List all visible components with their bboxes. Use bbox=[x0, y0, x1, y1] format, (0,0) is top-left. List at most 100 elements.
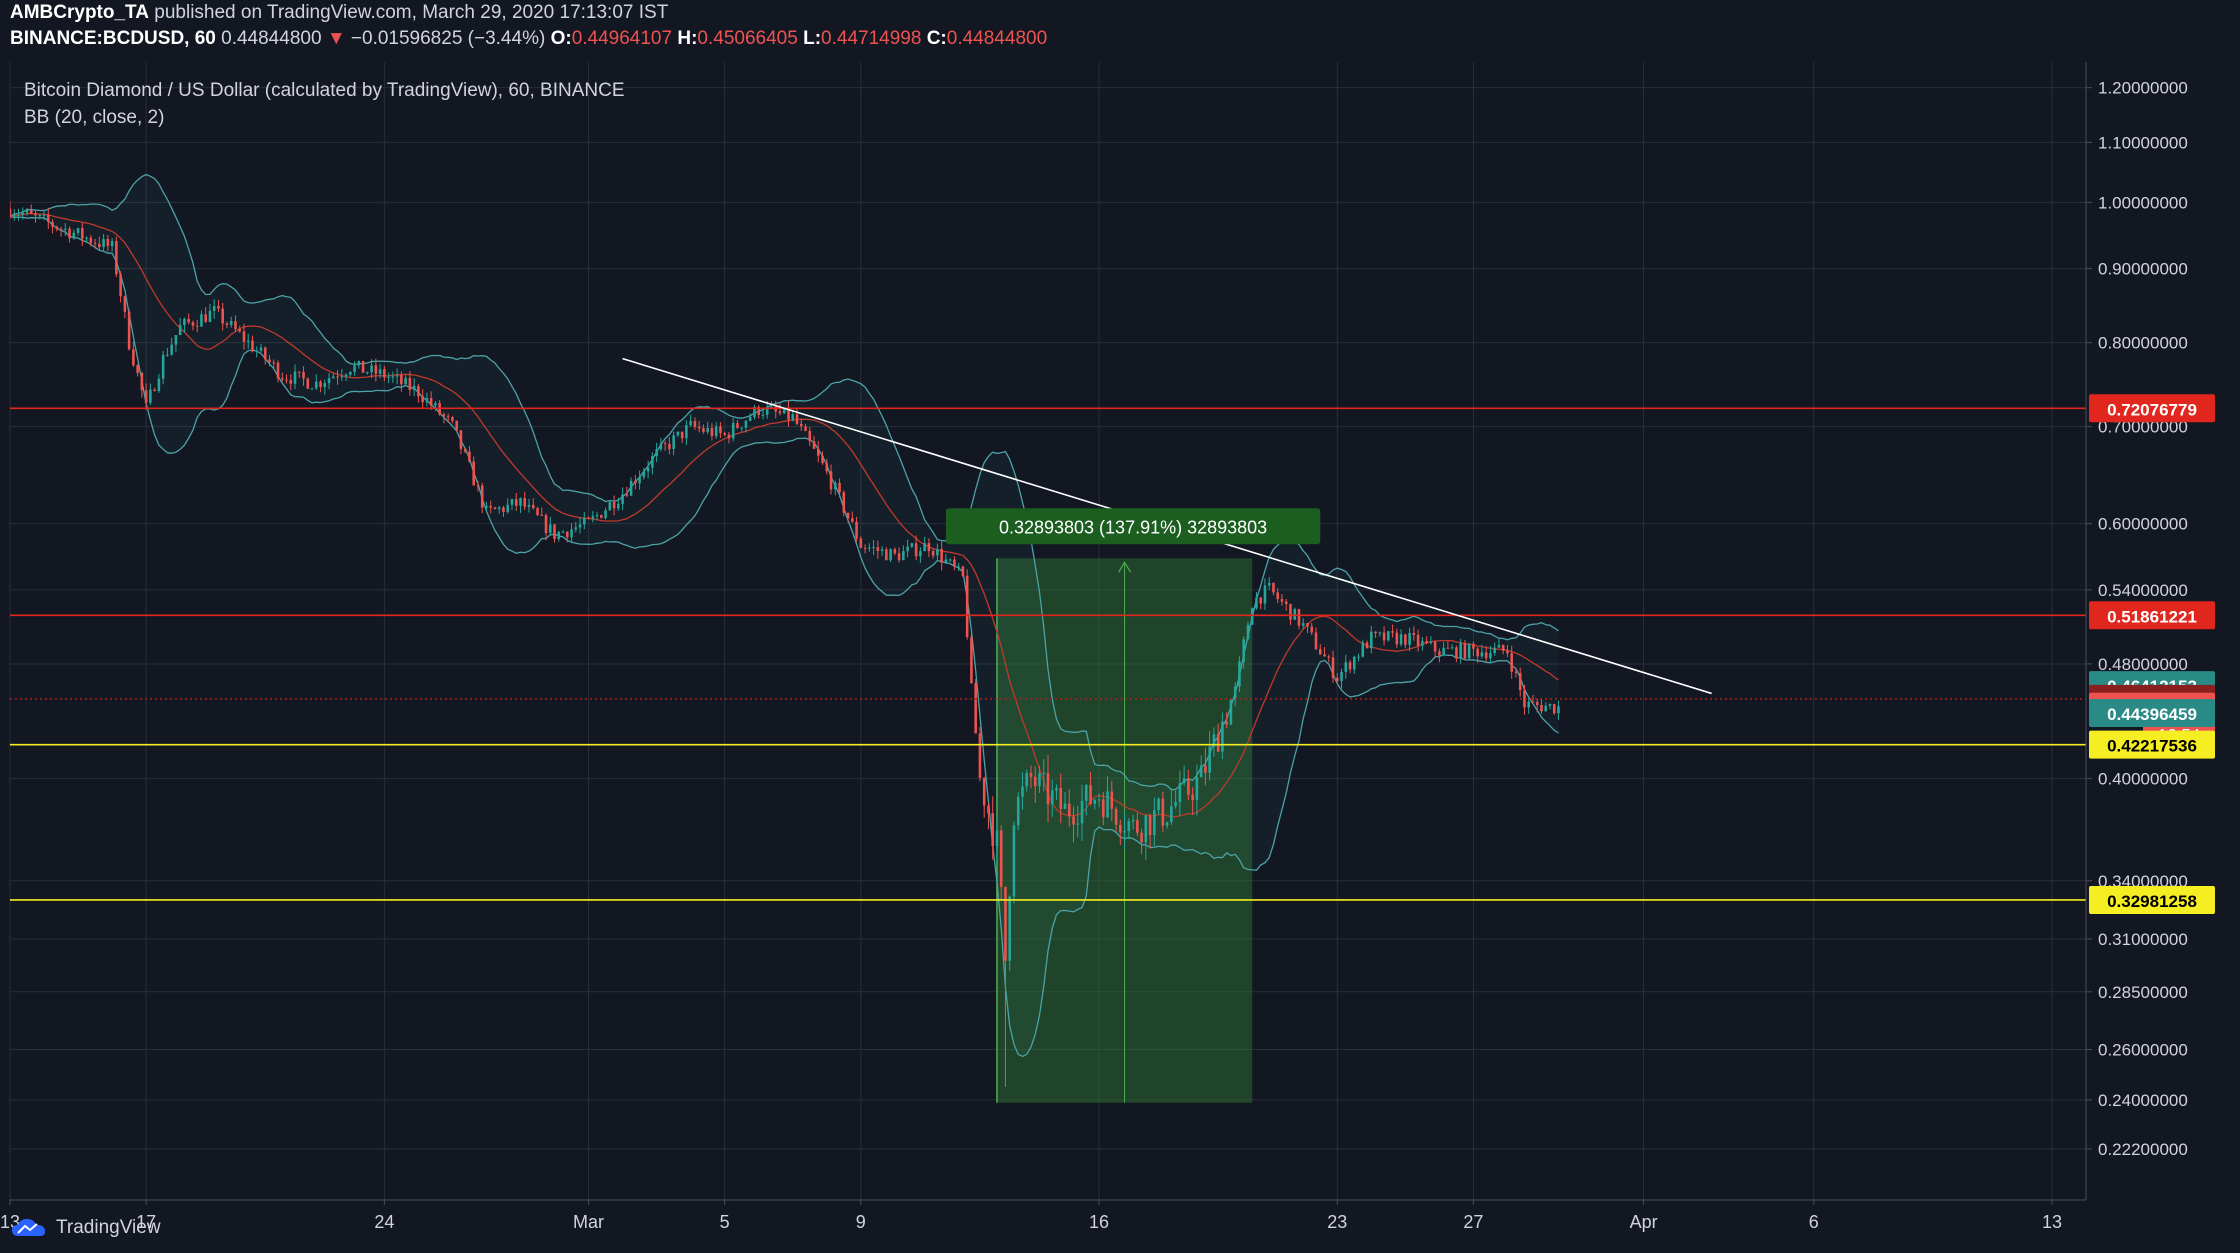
candle-body bbox=[821, 455, 824, 464]
candle-body bbox=[442, 414, 446, 417]
time-axis[interactable]: 13 17 24 Mar 5 9 16 23 27 Apr 6 13 bbox=[0, 1199, 2062, 1232]
candle-body bbox=[349, 371, 352, 375]
chart-title: Bitcoin Diamond / US Dollar (calculated … bbox=[24, 80, 625, 101]
bollinger-lower-band bbox=[10, 215, 1559, 1058]
plot-area[interactable] bbox=[10, 62, 2086, 1199]
candle-body bbox=[1387, 631, 1390, 641]
candle-body bbox=[1421, 641, 1424, 646]
candle-body bbox=[931, 551, 935, 556]
candle-body bbox=[1191, 794, 1194, 800]
candle-body bbox=[468, 451, 471, 462]
candle-body bbox=[987, 805, 990, 814]
candle-body bbox=[1072, 816, 1075, 825]
candle-body bbox=[974, 682, 977, 734]
candle-body bbox=[1242, 639, 1245, 662]
y-tick-label: 0.60000000 bbox=[2098, 515, 2188, 534]
candle-body bbox=[1344, 662, 1348, 672]
candle-body bbox=[689, 420, 692, 426]
tradingview-logo[interactable]: TradingView bbox=[10, 1216, 161, 1240]
candle-body bbox=[880, 549, 884, 551]
candle-body bbox=[817, 448, 820, 456]
candle-body bbox=[502, 507, 505, 512]
candle-body bbox=[859, 538, 863, 548]
candle-body bbox=[748, 417, 752, 421]
candle-body bbox=[1382, 632, 1386, 641]
candle-body bbox=[1267, 582, 1271, 586]
candle-body bbox=[536, 508, 539, 515]
candle-body bbox=[1276, 592, 1279, 600]
candle-body bbox=[557, 531, 561, 539]
candle-body bbox=[425, 398, 429, 403]
bollinger-basis bbox=[10, 213, 1559, 818]
candle-body bbox=[1114, 808, 1118, 825]
candle-body bbox=[374, 365, 378, 374]
candle-body bbox=[183, 318, 186, 325]
candle-body bbox=[706, 427, 709, 432]
candle-body bbox=[1025, 772, 1029, 787]
grid bbox=[9, 62, 2086, 1199]
candle-body bbox=[999, 830, 1003, 887]
candle-body bbox=[1021, 786, 1024, 797]
candle-body bbox=[523, 498, 527, 507]
candle-body bbox=[570, 529, 573, 538]
candle-body bbox=[1527, 701, 1530, 708]
candle-body bbox=[102, 238, 105, 248]
candle-body bbox=[604, 510, 607, 518]
candle-body bbox=[1463, 643, 1467, 659]
candle-body bbox=[323, 383, 327, 387]
candle-body bbox=[863, 547, 867, 549]
candle-body bbox=[659, 443, 663, 450]
candle-body bbox=[804, 426, 807, 431]
candle-body bbox=[553, 524, 556, 539]
price-labels: 0.720767790.518612210.464121530.45404306… bbox=[2089, 394, 2215, 914]
x-tick-label: 5 bbox=[720, 1212, 730, 1232]
y-tick-label: 1.10000000 bbox=[2098, 133, 2188, 152]
candle-body bbox=[1255, 597, 1258, 609]
candle-body bbox=[59, 229, 63, 231]
author-name[interactable]: AMBCrypto_TA bbox=[10, 2, 149, 23]
candle-body bbox=[566, 531, 569, 538]
x-tick-label: 16 bbox=[1089, 1212, 1109, 1232]
open-label: O: bbox=[550, 28, 572, 49]
candle-body bbox=[787, 407, 790, 420]
candle-body bbox=[1489, 652, 1492, 659]
candle-body bbox=[612, 502, 616, 509]
candle-body bbox=[719, 426, 722, 433]
candle-body bbox=[208, 310, 212, 322]
candle-body bbox=[1170, 806, 1173, 823]
candle-body bbox=[1033, 776, 1037, 787]
candle-body bbox=[1004, 886, 1007, 961]
candle-body bbox=[1038, 773, 1041, 787]
x-tick-label: 23 bbox=[1327, 1212, 1347, 1232]
y-tick-label: 0.54000000 bbox=[2098, 581, 2188, 600]
candle-body bbox=[995, 830, 999, 846]
candle-body bbox=[106, 238, 110, 247]
price-change: −0.01596825 (−3.44%) bbox=[350, 28, 546, 49]
x-tick-label: 17 bbox=[136, 1212, 156, 1232]
y-tick-label: 0.28500000 bbox=[2098, 983, 2188, 1002]
indicator-legend[interactable]: BB (20, close, 2) bbox=[24, 107, 164, 128]
candle-body bbox=[1293, 609, 1297, 620]
candle-body bbox=[110, 241, 114, 247]
candle-body bbox=[761, 414, 765, 416]
candle-body bbox=[1238, 661, 1241, 687]
candle-body bbox=[204, 314, 207, 322]
candle-body bbox=[89, 237, 93, 243]
candle-body bbox=[187, 318, 190, 323]
measure-label-text: 0.32893803 (137.91%) 32893803 bbox=[999, 517, 1267, 537]
candle-body bbox=[340, 376, 344, 378]
candle-body bbox=[1080, 800, 1084, 824]
candle-body bbox=[1157, 798, 1160, 811]
candle-body bbox=[897, 553, 901, 561]
y-tick-label: 0.24000000 bbox=[2098, 1091, 2188, 1110]
candle-body bbox=[936, 548, 939, 556]
candle-body bbox=[55, 226, 59, 230]
candle-body bbox=[412, 385, 416, 390]
candle-body bbox=[663, 443, 667, 445]
candle-body bbox=[834, 482, 837, 490]
candle-body bbox=[153, 389, 156, 392]
candle-body bbox=[842, 492, 846, 513]
candle-body bbox=[132, 349, 135, 366]
price-label-tag bbox=[2089, 699, 2215, 728]
